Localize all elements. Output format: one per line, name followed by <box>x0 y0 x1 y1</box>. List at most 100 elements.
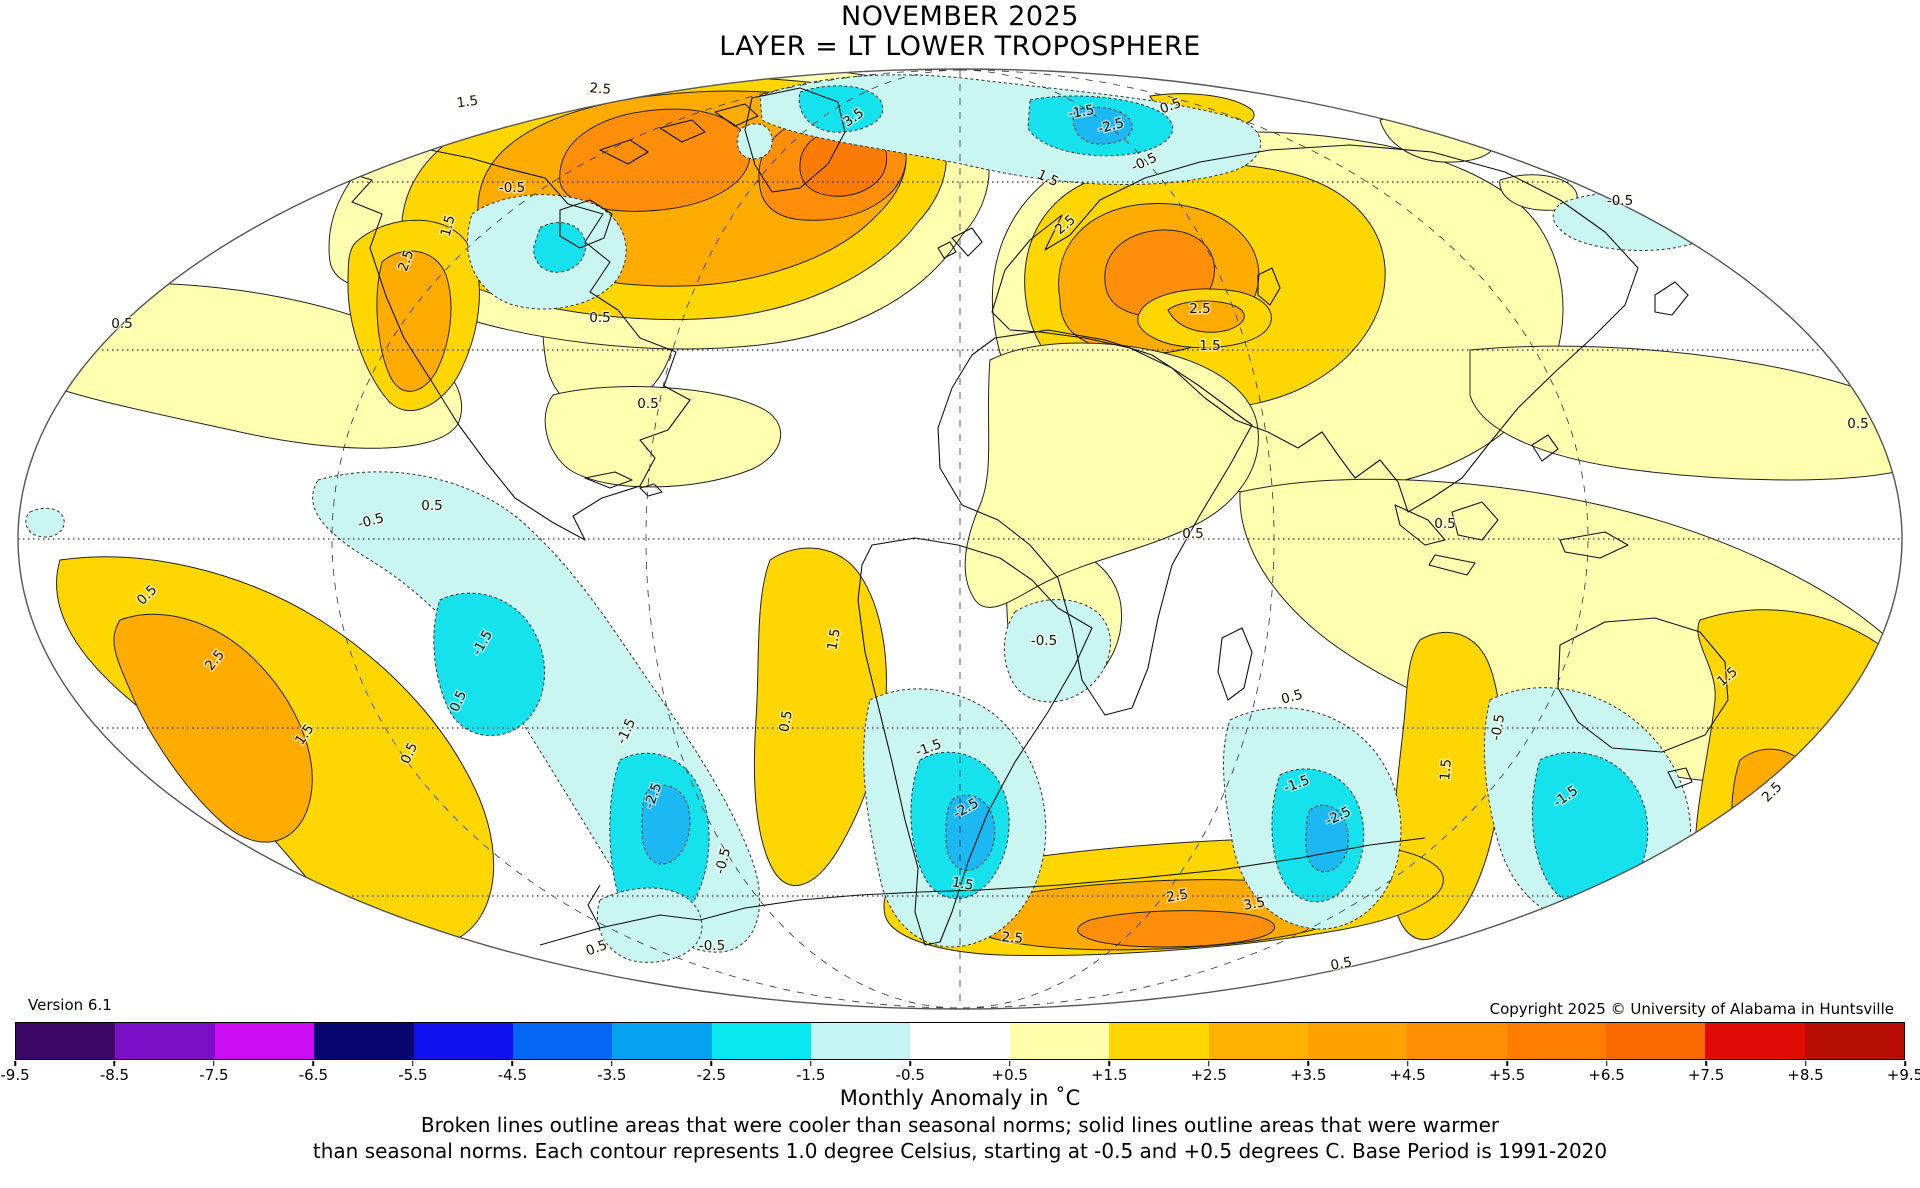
coastlines <box>257 87 1816 946</box>
colorbar-tick <box>1406 1061 1409 1066</box>
title-line2: LAYER = LT LOWER TROPOSPHERE <box>719 31 1201 62</box>
colorbar-tick-label: -3.5 <box>597 1066 627 1084</box>
contour-label: -0.5 <box>1488 713 1508 742</box>
colorbar-segment <box>1208 1023 1308 1059</box>
colorbar-tick-label: +2.5 <box>1190 1066 1227 1084</box>
contour-label: 2.5 <box>1165 886 1189 905</box>
contour-label: 1.5 <box>951 874 975 893</box>
colorbar-segment <box>314 1023 414 1059</box>
version-label: Version 6.1 <box>28 996 112 1014</box>
colorbar-tick-label: +0.5 <box>991 1066 1028 1084</box>
colorbar-tick-label: +6.5 <box>1588 1066 1625 1084</box>
colorbar-title: Monthly Anomaly in ˚C <box>839 1086 1081 1110</box>
contour-label: 0.5 <box>1434 516 1455 532</box>
colorbar-segment <box>1606 1023 1706 1059</box>
colorbar-tick-label: -5.5 <box>398 1066 428 1084</box>
contour-label: 0.5 <box>637 396 658 412</box>
contour-label: 0.5 <box>589 310 610 326</box>
anomaly-contours <box>18 69 1902 963</box>
contour-label: 1.5 <box>1199 338 1220 354</box>
colorbar-tick <box>1605 1061 1608 1066</box>
colorbar-segment <box>1009 1023 1110 1059</box>
colorbar-tick <box>611 1061 613 1066</box>
copyright-label: Copyright 2025 © University of Alabama i… <box>1489 1000 1894 1018</box>
anomaly-colorbar <box>15 1022 1905 1060</box>
colorbar-tick <box>1804 1061 1807 1066</box>
contour-label: 2.5 <box>1189 301 1210 317</box>
colorbar-tick-label: -8.5 <box>99 1066 130 1084</box>
world-anomaly-map: 1.52.53.5 -1.5-2.50.5-0.5-0.5-0.51.52.50.… <box>17 68 1903 1010</box>
map-outline <box>17 68 1903 1010</box>
colorbar-tick-label: -6.5 <box>298 1066 329 1084</box>
colorbar-tick <box>1108 1061 1110 1066</box>
contour-label: -0.5 <box>1031 633 1057 649</box>
page-title: NOVEMBER 2025 LAYER = LT LOWER TROPOSPHE… <box>0 2 1920 62</box>
colorbar-tick <box>909 1061 911 1066</box>
colorbar-segment <box>1705 1023 1805 1059</box>
colorbar-segment <box>214 1023 315 1059</box>
contour-label: 0.5 <box>421 498 442 514</box>
contour-label: 0.5 <box>776 709 795 733</box>
contour-label: 0.5 <box>1847 416 1868 432</box>
caption-line1: Broken lines outline areas that were coo… <box>420 1113 1500 1137</box>
colorbar-tick-label: +5.5 <box>1488 1066 1526 1084</box>
colorbar-tick <box>1904 1061 1906 1066</box>
contour-label: -0.5 <box>699 938 725 954</box>
contour-label: -0.5 <box>499 180 525 196</box>
colorbar-segment <box>612 1023 712 1059</box>
colorbar-tick-label: +9.5 <box>1886 1066 1920 1084</box>
colorbar-tick-label: -7.5 <box>199 1066 229 1084</box>
colorbar-ticks <box>14 1061 1906 1067</box>
colorbar-segment <box>1307 1023 1408 1059</box>
contour-label: 0.5 <box>1280 687 1305 708</box>
colorbar-tick-label: -0.5 <box>895 1066 925 1084</box>
colorbar-tick <box>113 1061 116 1066</box>
colorbar-tick-label: +4.5 <box>1389 1066 1426 1084</box>
colorbar-tick-label: -9.5 <box>0 1066 30 1084</box>
colorbar-tick <box>412 1061 414 1066</box>
contour-label: 3.5 <box>1242 894 1266 913</box>
colorbar-tick-label: +7.5 <box>1687 1066 1725 1084</box>
colorbar-tick <box>1207 1061 1210 1066</box>
graticule <box>18 69 1902 1009</box>
colorbar-segment <box>1804 1023 1905 1059</box>
colorbar-tick <box>213 1061 215 1066</box>
colorbar-tick <box>511 1061 514 1066</box>
colorbar-segment <box>413 1023 513 1059</box>
colorbar-tick-label: +3.5 <box>1289 1066 1327 1084</box>
colorbar-tick <box>1705 1061 1707 1066</box>
colorbar-segment <box>1407 1023 1507 1059</box>
colorbar-tick-label: +1.5 <box>1090 1066 1128 1084</box>
colorbar-segment <box>115 1023 215 1059</box>
colorbar-segment <box>16 1023 116 1059</box>
contour-label: 1.5 <box>824 627 843 651</box>
colorbar-tick-label: -2.5 <box>696 1066 726 1084</box>
contour-label: 2.5 <box>1001 929 1024 947</box>
colorbar-tick <box>1506 1061 1508 1066</box>
colorbar-tick <box>710 1061 713 1066</box>
colorbar-tick-label: -1.5 <box>796 1066 826 1084</box>
contour-label: 2.5 <box>589 80 612 98</box>
contour-label: 1.5 <box>456 93 480 112</box>
contour-label: 0.5 <box>1329 954 1353 973</box>
colorbar-segment <box>711 1023 811 1059</box>
colorbar-segment <box>910 1023 1010 1059</box>
contour-label: 0.5 <box>111 316 132 332</box>
colorbar-tick-labels: -9.5 -8.5 -7.5 -6.5 -5.5 -4.5 -3.5 -2.5 -1.5 -0.5… <box>0 1066 1920 1086</box>
colorbar-segment <box>512 1023 613 1059</box>
colorbar-tick-label: -4.5 <box>497 1066 527 1084</box>
caption-line2: than seasonal norms. Each contour repres… <box>312 1139 1608 1163</box>
colorbar-segment <box>1506 1023 1606 1059</box>
colorbar-tick <box>810 1061 812 1066</box>
contour-label: -1.5 <box>1067 102 1096 122</box>
colorbar-segment <box>1109 1023 1209 1059</box>
colorbar-tick <box>14 1061 16 1066</box>
colorbar-tick <box>312 1061 315 1066</box>
contour-label: 0.5 <box>1182 526 1203 542</box>
colorbar-tick <box>1008 1061 1011 1066</box>
contour-label: -0.5 <box>1607 193 1633 209</box>
colorbar-tick-label: +8.5 <box>1787 1066 1824 1084</box>
contour-label: 1.5 <box>1437 758 1455 781</box>
colorbar-segment <box>811 1023 911 1059</box>
